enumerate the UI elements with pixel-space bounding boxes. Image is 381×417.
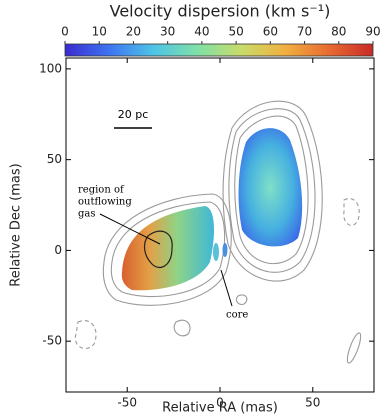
region-label: gas bbox=[78, 209, 96, 220]
colorbar-tick-label: 90 bbox=[365, 25, 380, 39]
colorbar-tick-label: 50 bbox=[228, 25, 243, 39]
outflow-region bbox=[122, 206, 214, 290]
y-tick-label: 100 bbox=[39, 61, 62, 75]
contours bbox=[75, 101, 363, 364]
region-label: outflowing bbox=[78, 197, 132, 208]
core-label: core bbox=[226, 310, 248, 321]
x-tick-label: 50 bbox=[305, 396, 320, 410]
colorbar-tick-label: 70 bbox=[297, 25, 312, 39]
colorbar bbox=[65, 44, 373, 56]
x-tick-label: -50 bbox=[117, 396, 137, 410]
y-tick-label: -50 bbox=[42, 334, 62, 348]
scale-label: 20 pc bbox=[118, 108, 149, 121]
y-tick-label: 50 bbox=[47, 152, 62, 166]
colorbar-title: Velocity dispersion (km s⁻¹) bbox=[110, 2, 331, 21]
colorbar-tick-label: 40 bbox=[194, 25, 209, 39]
colorbar-tick-label: 80 bbox=[331, 25, 346, 39]
y-tick-label: 0 bbox=[54, 243, 62, 257]
colorbar-tick-label: 10 bbox=[92, 25, 107, 39]
core-emission bbox=[223, 243, 228, 257]
y-axis-label: Relative Dec (mas) bbox=[9, 163, 24, 286]
arrow bbox=[221, 270, 232, 306]
colorbar-tick-label: 0 bbox=[61, 25, 69, 39]
figure: 20 pc region of outflowing gas core Velo… bbox=[0, 0, 381, 417]
jet-region bbox=[239, 128, 303, 246]
colorbar-tick-label: 30 bbox=[160, 25, 175, 39]
colorbar-tick-label: 60 bbox=[263, 25, 278, 39]
plot-frame bbox=[66, 58, 374, 392]
x-tick-label: 0 bbox=[216, 396, 224, 410]
core-emission bbox=[213, 243, 219, 261]
colorbar-tick-label: 20 bbox=[126, 25, 141, 39]
region-label: region of bbox=[78, 185, 125, 196]
